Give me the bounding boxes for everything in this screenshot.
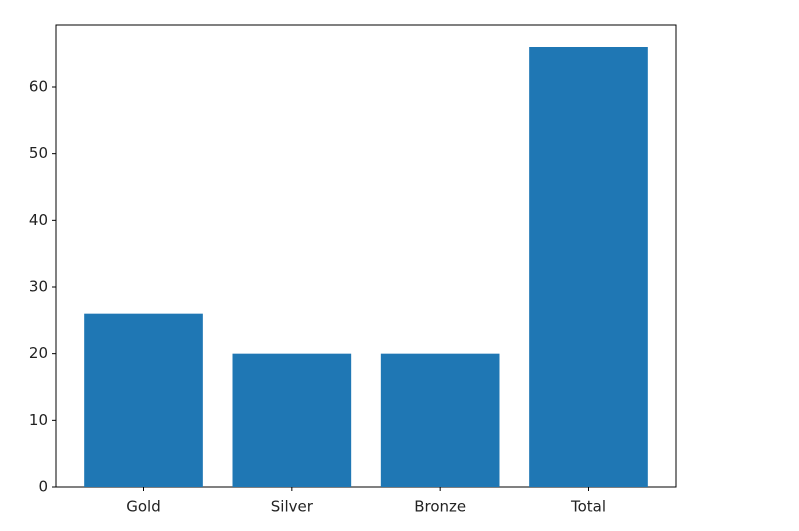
- y-tick-label: 60: [29, 78, 48, 96]
- bar: [529, 47, 648, 487]
- x-tick-label: Gold: [126, 498, 161, 516]
- bar: [232, 353, 352, 487]
- y-tick-label: 20: [29, 344, 48, 362]
- x-tick-label: Bronze: [414, 498, 466, 516]
- axes-frame: [55, 24, 677, 488]
- y-tick-label: 40: [29, 211, 48, 229]
- bar: [84, 313, 203, 487]
- y-tick-label: 30: [29, 278, 48, 296]
- x-tick-label: Silver: [271, 498, 314, 516]
- y-tick-label: 50: [29, 144, 48, 162]
- y-tick-label: 10: [29, 411, 48, 429]
- bar: [380, 353, 500, 487]
- y-tick-label: 0: [38, 478, 48, 496]
- x-tick-label: Total: [570, 498, 606, 516]
